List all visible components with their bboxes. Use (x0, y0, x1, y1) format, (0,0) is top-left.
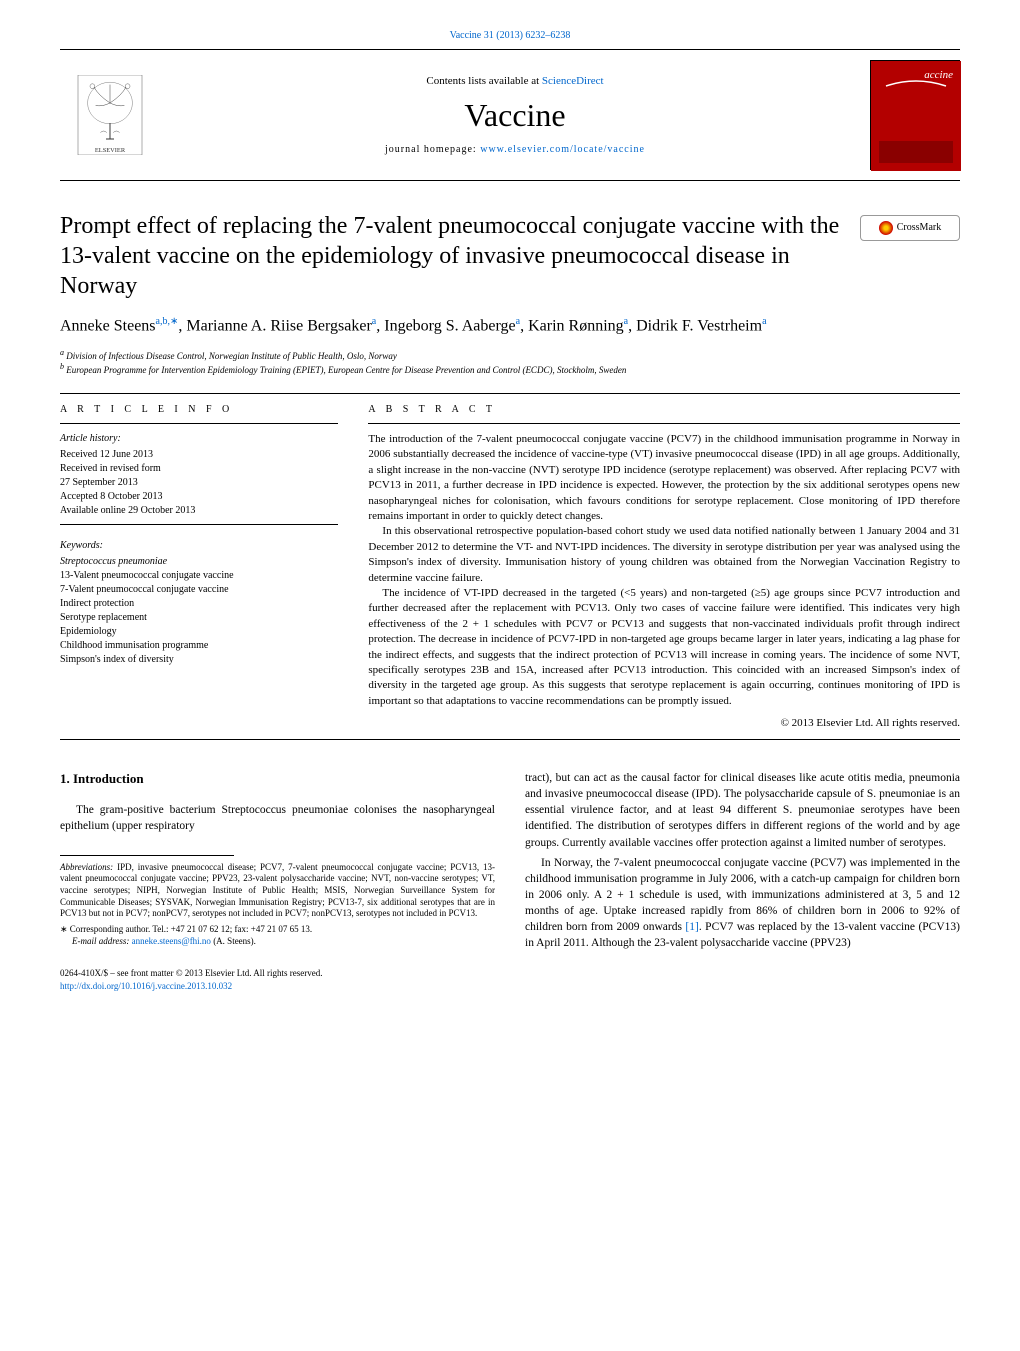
doi-block: 0264-410X/$ – see front matter © 2013 El… (60, 967, 495, 992)
copyright: © 2013 Elsevier Ltd. All rights reserved… (368, 717, 960, 729)
body-right-column: tract), but can act as the causal factor… (525, 770, 960, 992)
crossmark-badge[interactable]: CrossMark (860, 215, 960, 241)
article-info-heading: A R T I C L E I N F O (60, 404, 338, 415)
rule-below-header (60, 180, 960, 181)
rule-keywords (60, 524, 338, 525)
sciencedirect-link[interactable]: ScienceDirect (542, 75, 604, 87)
elsevier-logo: ELSEVIER (60, 65, 160, 165)
footnote-rule (60, 855, 234, 856)
journal-header: ELSEVIER Contents lists available at Sci… (60, 54, 960, 176)
doi-link[interactable]: http://dx.doi.org/10.1016/j.vaccine.2013… (60, 981, 232, 991)
authors: Anneke Steensa,b,∗, Marianne A. Riise Be… (60, 315, 960, 338)
cover-label: accine (924, 69, 953, 81)
article-title: Prompt effect of replacing the 7-valent … (60, 211, 960, 301)
keywords: Keywords: Streptococcus pneumoniae 13-Va… (60, 539, 338, 667)
contents-line: Contents lists available at ScienceDirec… (160, 75, 870, 87)
citation-link[interactable]: Vaccine 31 (2013) 6232–6238 (450, 30, 571, 41)
abstract-text: The introduction of the 7-valent pneumoc… (368, 432, 960, 709)
rule-abstract (368, 423, 960, 424)
ref-link-1[interactable]: [1] (685, 921, 698, 933)
article-history: Article history: Received 12 June 2013 R… (60, 432, 338, 518)
rule-above-abstract (60, 393, 960, 394)
homepage-link[interactable]: www.elsevier.com/locate/vaccine (480, 144, 645, 155)
rule-top (60, 49, 960, 50)
rule-below-abstract (60, 739, 960, 740)
corresponding-author: ∗ Corresponding author. Tel.: +47 21 07 … (60, 924, 495, 936)
journal-title: Vaccine (160, 97, 870, 134)
abbreviations-footnote: Abbreviations: IPD, invasive pneumococca… (60, 862, 495, 920)
rule-info (60, 423, 338, 424)
section-heading-intro: 1. Introduction (60, 770, 495, 788)
elsevier-tree-icon: ELSEVIER (70, 75, 150, 155)
svg-text:ELSEVIER: ELSEVIER (95, 147, 126, 154)
email-footnote: E-mail address: anneke.steens@fhi.no (A.… (60, 936, 495, 948)
crossmark-icon (879, 221, 893, 235)
abstract-heading: A B S T R A C T (368, 404, 960, 415)
journal-cover: accine (870, 60, 960, 170)
affiliations: a Division of Infectious Disease Control… (60, 348, 960, 377)
body-left-column: 1. Introduction The gram-positive bacter… (60, 770, 495, 992)
homepage-line: journal homepage: www.elsevier.com/locat… (160, 144, 870, 155)
header-citation: Vaccine 31 (2013) 6232–6238 (60, 30, 960, 41)
email-link[interactable]: anneke.steens@fhi.no (132, 936, 211, 946)
